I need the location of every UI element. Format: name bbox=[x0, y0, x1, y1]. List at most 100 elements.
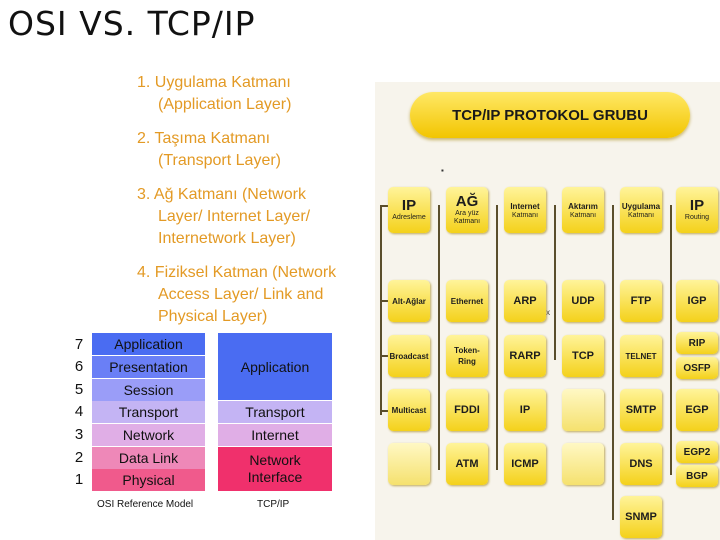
tile-label: DNS bbox=[629, 457, 653, 470]
protocol-tile: EGP2 bbox=[676, 441, 718, 463]
tcpip-layer: Network Interface bbox=[218, 447, 332, 491]
tile-label: TELNET bbox=[625, 351, 657, 361]
layer-item-sub: (Application Layer) bbox=[158, 96, 292, 113]
tcpip-layer: Application bbox=[218, 333, 332, 400]
tile-label: Ethernet bbox=[450, 296, 484, 306]
tile-label: UDP bbox=[571, 294, 595, 307]
osi-layer-number: 3 bbox=[74, 426, 84, 443]
tcpip-layer: Internet bbox=[218, 424, 332, 446]
tile-label: EGP2 bbox=[683, 446, 711, 458]
header-tile-routing: IP Routing bbox=[676, 187, 718, 233]
tile-label: EGP bbox=[685, 403, 709, 416]
tcpip-layer: Transport bbox=[218, 401, 332, 423]
layer-item-sub: Physical Layer) bbox=[158, 308, 268, 325]
osi-layer-number: 1 bbox=[74, 471, 84, 488]
protocol-tile: IP bbox=[504, 389, 546, 431]
tile-subtitle: Routing bbox=[684, 214, 710, 221]
layer-item-title: 3. Ağ Katmanı (Network bbox=[137, 186, 306, 203]
tile-label: RIP bbox=[688, 337, 706, 349]
tile-label: Alt-Ağlar bbox=[392, 296, 426, 306]
tile-label: ARP bbox=[513, 294, 537, 307]
tile-label: FTP bbox=[630, 294, 652, 307]
layer-item-sub: (Transport Layer) bbox=[158, 152, 281, 169]
tile-label: ATM bbox=[455, 457, 479, 470]
osi-layer-number: 5 bbox=[74, 381, 84, 398]
header-tile-ip: IP Adresleme bbox=[388, 187, 430, 233]
header-tile-internet: Internet Katmanı bbox=[504, 187, 546, 233]
protocol-tile: SMTP bbox=[620, 389, 662, 431]
osi-layer-number: 4 bbox=[74, 403, 84, 420]
connector bbox=[554, 205, 556, 360]
osi-caption: OSI Reference Model bbox=[97, 499, 194, 510]
tile-label: IP bbox=[519, 403, 531, 416]
protocol-tile: Multicast bbox=[388, 389, 430, 431]
header-tile-uygulama: Uygulama Katmanı bbox=[620, 187, 662, 233]
osi-layer: Transport bbox=[92, 401, 205, 423]
tile-label: Broadcast bbox=[389, 351, 429, 361]
layer-list: 1. Uygulama Katmanı (Application Layer) … bbox=[137, 72, 373, 340]
page-title: OSI VS. TCP/IP bbox=[8, 4, 256, 43]
tile-title: IP bbox=[401, 197, 417, 214]
osi-layer-number: 7 bbox=[74, 336, 84, 353]
layer-item-4: 4. Fiziksel Katman (Network Access Layer… bbox=[137, 262, 373, 328]
protocol-tile: EGP bbox=[676, 389, 718, 431]
tile-label: SMTP bbox=[625, 403, 657, 416]
empty-tile bbox=[562, 389, 604, 431]
tile-title: IP bbox=[689, 197, 705, 214]
tile-title: Uygulama bbox=[621, 201, 661, 211]
protocol-tile: DNS bbox=[620, 443, 662, 485]
protocol-banner: TCP/IP PROTOKOL GRUBU bbox=[410, 92, 690, 138]
dot-mark: ▪ bbox=[441, 166, 444, 175]
protocol-tile: UDP bbox=[562, 280, 604, 322]
header-tile-aktarim: Aktarım Katmanı bbox=[562, 187, 604, 233]
connector bbox=[380, 410, 388, 412]
protocol-tile: Ethernet bbox=[446, 280, 488, 322]
protocol-tile: Alt-Ağlar bbox=[388, 280, 430, 322]
tile-label: RARP bbox=[509, 349, 541, 362]
tile-label: BGP bbox=[686, 470, 708, 482]
tile-label: IGP bbox=[687, 294, 707, 307]
connector bbox=[670, 205, 672, 475]
tile-subtitle: Katmanı bbox=[627, 211, 655, 219]
connector bbox=[496, 205, 498, 470]
layer-item-sub: Access Layer/ Link and bbox=[158, 286, 324, 303]
protocol-tile: OSFP bbox=[676, 357, 718, 379]
layer-item-2: 2. Taşıma Katmanı (Transport Layer) bbox=[137, 128, 373, 172]
connector bbox=[612, 205, 614, 520]
connector bbox=[380, 355, 388, 357]
osi-layer-number: 2 bbox=[74, 449, 84, 466]
protocol-tile: TELNET bbox=[620, 335, 662, 377]
tile-label: ICMP bbox=[511, 457, 539, 470]
layer-item-title: 2. Taşıma Katmanı bbox=[137, 130, 271, 147]
empty-tile bbox=[388, 443, 430, 485]
layer-item-1: 1. Uygulama Katmanı (Application Layer) bbox=[137, 72, 373, 116]
osi-layer: Presentation bbox=[92, 356, 205, 378]
connector bbox=[380, 300, 388, 302]
tile-title: Aktarım bbox=[568, 201, 598, 211]
protocol-tile: BGP bbox=[676, 465, 718, 487]
layer-item-sub: Layer/ Internet Layer/ bbox=[158, 208, 311, 225]
tile-subtitle: Katmanı bbox=[569, 211, 597, 219]
tile-label: OSFP bbox=[683, 362, 711, 374]
empty-tile bbox=[562, 443, 604, 485]
tile-label: SNMP bbox=[625, 510, 657, 523]
osi-layer: Network bbox=[92, 424, 205, 446]
layer-item-sub: Internetwork Layer) bbox=[158, 230, 296, 247]
layer-item-title: 1. Uygulama Katmanı bbox=[137, 74, 291, 91]
osi-layer-number: 6 bbox=[74, 358, 84, 375]
osi-layer: Data Link bbox=[92, 447, 205, 469]
osi-layer: Physical bbox=[92, 469, 205, 491]
protocol-tile: FTP bbox=[620, 280, 662, 322]
osi-layer: Session bbox=[92, 379, 205, 401]
connector bbox=[380, 205, 388, 207]
tile-label: FDDI bbox=[454, 403, 480, 416]
protocol-tile: FDDI bbox=[446, 389, 488, 431]
protocol-tile: TCP bbox=[562, 335, 604, 377]
tile-subtitle: Katmanı bbox=[511, 211, 539, 219]
protocol-tile: ATM bbox=[446, 443, 488, 485]
tile-label: Multicast bbox=[391, 405, 427, 415]
tile-subtitle: Ara yüz Katmanı bbox=[453, 210, 481, 225]
layer-item-3: 3. Ağ Katmanı (Network Layer/ Internet L… bbox=[137, 184, 373, 250]
tile-label: TCP bbox=[572, 349, 594, 362]
connector bbox=[438, 205, 440, 470]
